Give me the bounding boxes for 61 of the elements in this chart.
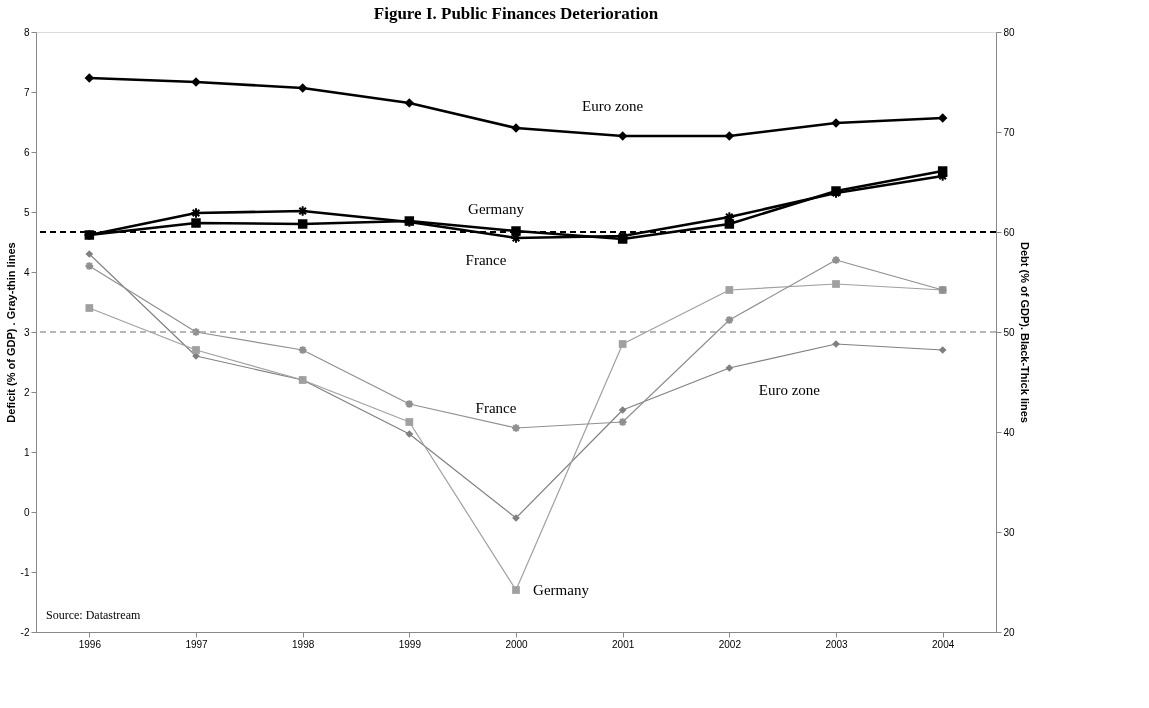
y2-tick-label: 70 <box>1003 126 1016 138</box>
x-tick-label: 1999 <box>398 638 422 650</box>
x-tick-label: 2003 <box>825 638 849 650</box>
point <box>618 340 627 348</box>
point <box>512 586 520 594</box>
point <box>191 327 201 337</box>
point <box>831 255 841 265</box>
y-tick-label: 0 <box>23 506 30 518</box>
x-tick-label: 2000 <box>505 638 529 650</box>
y2-tick-label: 40 <box>1003 426 1016 438</box>
y-tick-label: -2 <box>20 626 30 638</box>
point <box>724 131 735 141</box>
point <box>297 219 308 229</box>
point <box>85 250 94 258</box>
y-tick-label: 3 <box>23 326 30 338</box>
y2-tick-label: 80 <box>1003 26 1016 38</box>
point <box>938 346 947 354</box>
point <box>297 345 308 355</box>
y-tick-label: 7 <box>23 86 30 98</box>
x-tick-label: 1996 <box>78 638 102 650</box>
point <box>404 399 415 409</box>
series-label: Germany <box>468 201 525 217</box>
point <box>405 430 414 438</box>
point <box>618 406 627 414</box>
series-label: Euro zone <box>582 98 644 114</box>
point <box>617 131 628 141</box>
y2-axis-title: Debt (% of GDP). Black-Thick lines <box>1018 242 1031 423</box>
point <box>404 98 415 108</box>
y2-tick-label: 50 <box>1003 326 1016 338</box>
y-tick-label: 6 <box>23 146 30 158</box>
annotation: Source: Datastream <box>46 608 141 622</box>
y-tick-label: 2 <box>23 386 30 398</box>
x-tick-label: 1997 <box>185 638 209 650</box>
point <box>85 304 94 312</box>
y2-tick-label: 30 <box>1003 526 1016 538</box>
point <box>725 286 734 294</box>
point <box>724 315 735 325</box>
y-tick-label: 5 <box>23 206 30 218</box>
series-label: Germany <box>533 582 590 598</box>
y-axis-title: Deficit (% of GDP) . Gray-thin lines <box>4 242 17 423</box>
point <box>725 364 734 372</box>
y-tick-label: -1 <box>20 566 30 578</box>
y-tick-label: 1 <box>23 446 30 458</box>
point <box>405 418 414 426</box>
point <box>191 218 201 228</box>
point <box>511 423 521 433</box>
point <box>192 346 200 354</box>
y-tick-label: 8 <box>23 26 30 38</box>
point <box>617 417 628 427</box>
y2-tick-label: 60 <box>1003 226 1016 238</box>
x-tick-label: 1998 <box>292 638 315 650</box>
y-tick-label: 4 <box>23 266 30 278</box>
chart-title: Figure I. Public Finances Deterioration <box>373 4 659 23</box>
x-tick-label: 2001 <box>612 638 635 650</box>
x-tick-label: 2002 <box>718 638 742 650</box>
series-label: France <box>475 400 517 416</box>
series-label: France <box>465 252 507 268</box>
point <box>832 280 840 288</box>
x-tick-label: 2004 <box>932 638 955 650</box>
series-label: Euro zone <box>758 382 821 398</box>
y2-tick-label: 20 <box>1003 626 1016 638</box>
